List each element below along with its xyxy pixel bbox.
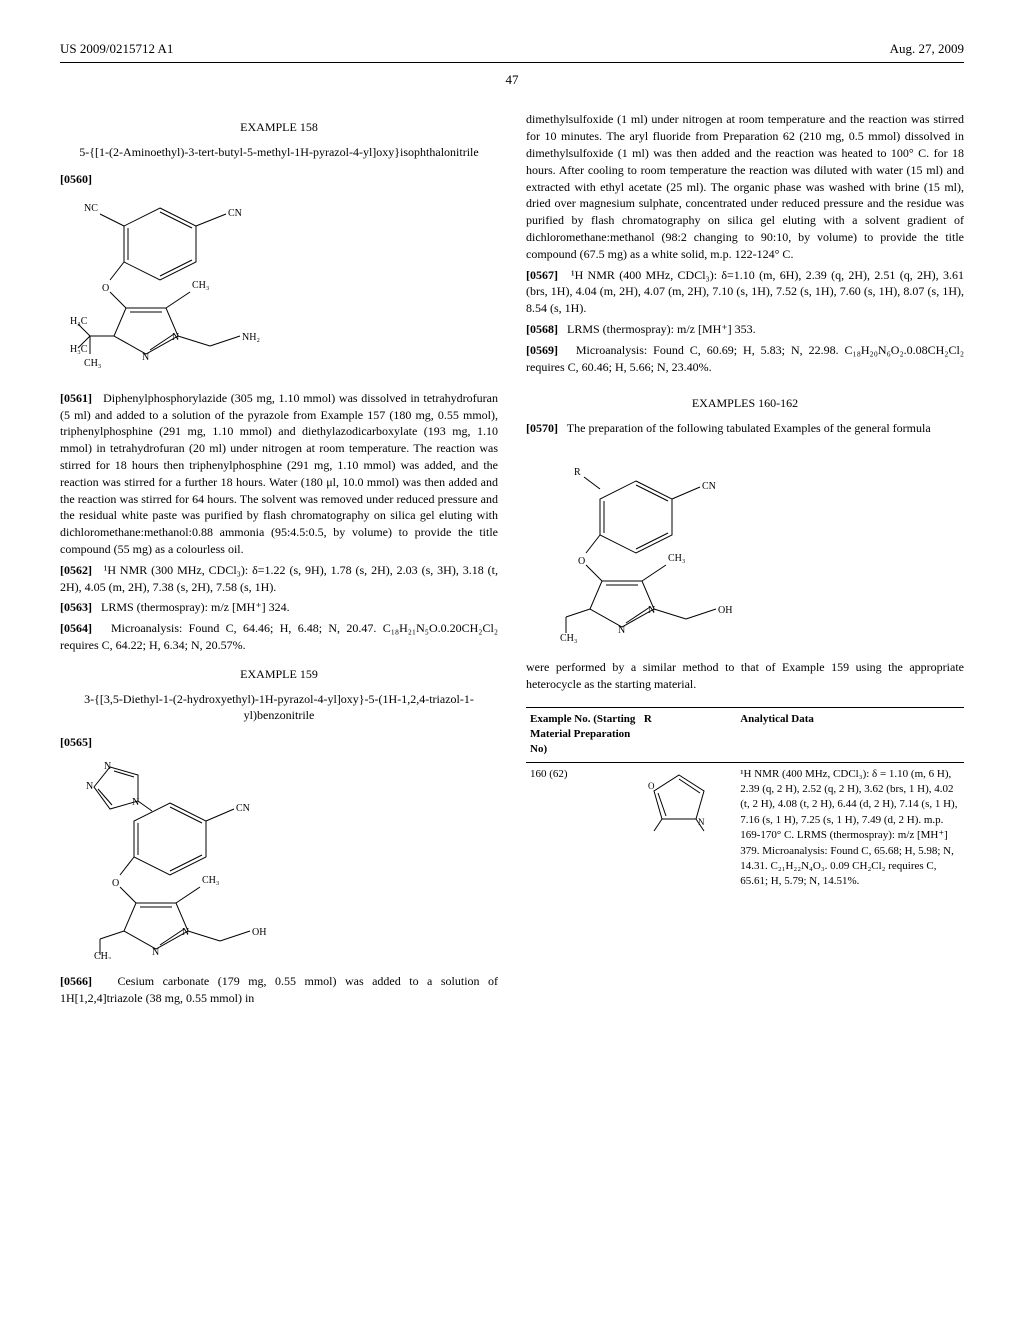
para-text-0564: Microanalysis: Found C, 64.46; H, 6.48; …: [60, 621, 498, 652]
paragraph-0567: [0567] ¹H NMR (400 MHz, CDCl₃): δ=1.10 (…: [526, 267, 964, 317]
example-159-heading: EXAMPLE 159: [60, 666, 498, 683]
para-num-0565: [0565]: [60, 735, 92, 749]
page-number: 47: [60, 71, 964, 89]
para-num-0561: [0561]: [60, 391, 92, 405]
header-rule: [60, 62, 964, 63]
table-header-row: Example No. (Starting Material Preparati…: [526, 707, 964, 762]
td-r-structure: O N: [640, 762, 736, 894]
para-num-0568: [0568]: [526, 322, 558, 336]
th-analytical: Analytical Data: [736, 707, 964, 762]
svg-text:CH₃: CH₃: [94, 951, 111, 959]
svg-text:O: O: [648, 781, 655, 791]
svg-text:N: N: [142, 352, 149, 363]
structure-general: R CN O CH₃ N N CH₃ OH: [536, 445, 964, 645]
svg-text:O: O: [112, 878, 119, 889]
paragraph-0561: [0561] Diphenylphosphorylazide (305 mg, …: [60, 390, 498, 558]
svg-text:CN: CN: [228, 208, 242, 219]
svg-text:CH₃: CH₃: [84, 358, 101, 369]
td-example-no: 160 (62): [526, 762, 640, 894]
para-num-0567: [0567]: [526, 268, 558, 282]
para-num-0563: [0563]: [60, 600, 92, 614]
para-num-0570: [0570]: [526, 421, 558, 435]
svg-text:CH₃: CH₃: [668, 553, 685, 564]
structure-159: N N N CN O CH₃ N N CH₃ OH: [70, 759, 498, 959]
svg-text:CN: CN: [236, 803, 250, 814]
td-analytical: ¹H NMR (400 MHz, CDCl₃): δ = 1.10 (m, 6 …: [736, 762, 964, 894]
svg-text:CH₃: CH₃: [192, 280, 209, 291]
examples-table: Example No. (Starting Material Preparati…: [526, 707, 964, 894]
pub-date: Aug. 27, 2009: [890, 40, 964, 58]
para-text-0570: The preparation of the following tabulat…: [567, 421, 931, 435]
svg-text:N: N: [618, 625, 625, 636]
example-158-heading: EXAMPLE 158: [60, 119, 498, 136]
paragraph-0562: [0562] ¹H NMR (300 MHz, CDCl₃): δ=1.22 (…: [60, 562, 498, 596]
left-column: EXAMPLE 158 5-{[1-(2-Aminoethyl)-3-tert-…: [60, 107, 498, 1010]
para-num-0569: [0569]: [526, 343, 558, 357]
svg-text:OH: OH: [718, 605, 732, 616]
svg-text:N: N: [182, 927, 189, 938]
paragraph-0566: [0566] Cesium carbonate (179 mg, 0.55 mm…: [60, 973, 498, 1007]
para-num-0562: [0562]: [60, 563, 92, 577]
para-text-0563: LRMS (thermospray): m/z [MH⁺] 324.: [101, 600, 290, 614]
svg-text:H₃C: H₃C: [70, 344, 88, 355]
svg-text:N: N: [104, 761, 111, 772]
examples-160-162-heading: EXAMPLES 160-162: [526, 395, 964, 412]
paragraph-0564: [0564] Microanalysis: Found C, 64.46; H,…: [60, 620, 498, 654]
svg-text:O: O: [102, 283, 109, 294]
para-text-0567: ¹H NMR (400 MHz, CDCl₃): δ=1.10 (m, 6H),…: [526, 268, 964, 316]
para-text-0562: ¹H NMR (300 MHz, CDCl₃): δ=1.22 (s, 9H),…: [60, 563, 498, 594]
svg-text:N: N: [152, 947, 159, 958]
paragraph-0568: [0568] LRMS (thermospray): m/z [MH⁺] 353…: [526, 321, 964, 338]
pub-number: US 2009/0215712 A1: [60, 40, 173, 58]
svg-text:N: N: [698, 817, 705, 827]
paragraph-0566-cont: dimethylsulfoxide (1 ml) under nitrogen …: [526, 111, 964, 262]
svg-text:O: O: [578, 556, 585, 567]
svg-text:R: R: [574, 467, 581, 478]
th-r: R: [640, 707, 736, 762]
paragraph-0570: [0570] The preparation of the following …: [526, 420, 964, 437]
svg-text:H₃C: H₃C: [70, 316, 88, 327]
paragraph-0560: [0560]: [60, 171, 498, 188]
para-text-0566: Cesium carbonate (179 mg, 0.55 mmol) was…: [60, 974, 498, 1005]
para-num-0560: [0560]: [60, 172, 92, 186]
svg-text:N: N: [132, 797, 139, 808]
paragraph-0563: [0563] LRMS (thermospray): m/z [MH⁺] 324…: [60, 599, 498, 616]
after-general-structure: were performed by a similar method to th…: [526, 659, 964, 693]
para-num-0564: [0564]: [60, 621, 92, 635]
svg-text:NH₂: NH₂: [242, 332, 260, 343]
table-row: 160 (62) O N: [526, 762, 964, 894]
svg-text:OH: OH: [252, 927, 266, 938]
svg-text:N: N: [648, 605, 655, 616]
svg-text:CH₃: CH₃: [560, 633, 577, 644]
paragraph-0569: [0569] Microanalysis: Found C, 60.69; H,…: [526, 342, 964, 376]
para-text-0569: Microanalysis: Found C, 60.69; H, 5.83; …: [526, 343, 964, 374]
example-158-title: 5-{[1-(2-Aminoethyl)-3-tert-butyl-5-meth…: [60, 144, 498, 161]
para-num-0566: [0566]: [60, 974, 92, 988]
svg-text:CN: CN: [702, 481, 716, 492]
svg-text:NC: NC: [84, 203, 98, 214]
structure-158: NC CN O CH₃ H₃C H₃C CH₃ N N NH₂: [70, 196, 498, 376]
para-text-0561: Diphenylphosphorylazide (305 mg, 1.10 mm…: [60, 391, 498, 556]
svg-text:N: N: [172, 332, 179, 343]
th-example-no: Example No. (Starting Material Preparati…: [526, 707, 640, 762]
paragraph-0565: [0565]: [60, 734, 498, 751]
para-text-0568: LRMS (thermospray): m/z [MH⁺] 353.: [567, 322, 756, 336]
example-159-title: 3-{[3,5-Diethyl-1-(2-hydroxyethyl)-1H-py…: [60, 691, 498, 725]
right-column: dimethylsulfoxide (1 ml) under nitrogen …: [526, 107, 964, 1010]
svg-text:N: N: [86, 781, 93, 792]
svg-text:CH₃: CH₃: [202, 875, 219, 886]
page-header: US 2009/0215712 A1 Aug. 27, 2009: [60, 40, 964, 58]
